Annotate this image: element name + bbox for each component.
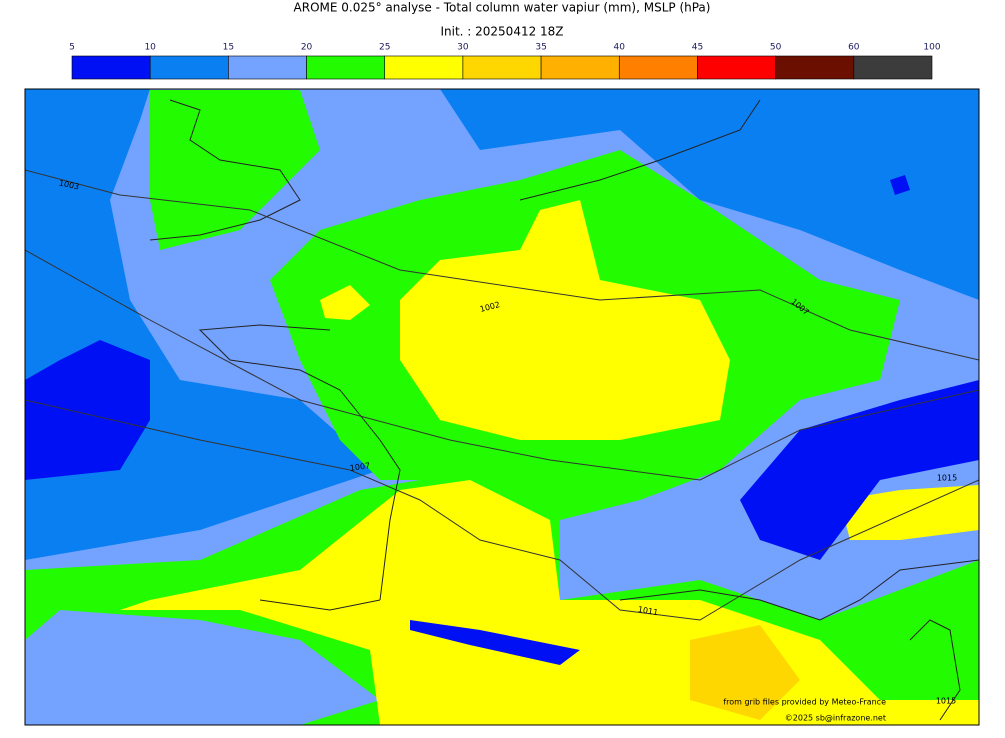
credit: ©2025 sb@infrazone.net xyxy=(785,714,886,723)
isobar-label: 1015 xyxy=(937,474,957,483)
isobar-label: 1007 xyxy=(349,461,370,473)
colorbar-cell xyxy=(71,55,151,80)
field-area xyxy=(150,90,320,250)
colorbar-tick-label: 15 xyxy=(223,43,234,53)
field-area xyxy=(890,175,910,195)
colorbar-cell xyxy=(618,55,698,80)
colorbar-tick-label: 20 xyxy=(301,43,313,53)
field-area xyxy=(690,625,800,720)
colorbar-cell xyxy=(384,55,464,80)
colorbar-tick-label: 10 xyxy=(144,43,156,53)
colorbar-cell xyxy=(228,55,307,80)
isobar-label: 1003 xyxy=(58,178,80,191)
colorbar: 5 10 15 20 25 30 35 40 45 50 60 100 xyxy=(69,43,941,80)
colorbar-cell xyxy=(540,55,620,80)
map-subtitle: Init. : 20250412 18Z xyxy=(440,25,563,39)
isobar xyxy=(25,169,979,361)
colorbar-tick-label: 30 xyxy=(457,43,469,53)
colorbar-tick-label: 5 xyxy=(69,43,75,53)
coastline xyxy=(149,99,979,721)
field-area xyxy=(25,340,150,480)
map-title: AROME 0.025° analyse - Total column wate… xyxy=(294,1,711,15)
colorbar-tick-label: 45 xyxy=(692,43,703,53)
colorbar-tick-label: 50 xyxy=(770,43,782,53)
isobar-label: 1015 xyxy=(936,697,956,706)
colorbar-tick-label: 35 xyxy=(535,43,546,53)
colorbar-cell xyxy=(462,55,542,80)
colorbar-cell xyxy=(149,55,229,80)
colorbar-tick-label: 100 xyxy=(923,43,940,53)
colorbar-cell xyxy=(775,55,855,80)
colorbar-cell xyxy=(306,55,386,80)
colorbar-tick-label: 40 xyxy=(614,43,626,53)
field-area xyxy=(400,200,730,440)
credit: from grib files provided by Meteo-France xyxy=(723,698,886,707)
colorbar-cell xyxy=(853,55,933,80)
colorbar-cell xyxy=(697,55,776,80)
field-area xyxy=(410,620,580,665)
isobar-label: 1011 xyxy=(637,605,659,617)
field-area xyxy=(320,285,370,320)
colorbar-tick-label: 60 xyxy=(848,43,860,53)
colorbar-tick-label: 25 xyxy=(379,43,390,53)
field-area xyxy=(740,380,979,560)
isobar xyxy=(25,249,979,481)
map: 1003 1002 1007 1007 1015 1011 1015 from … xyxy=(24,88,980,726)
map-frame xyxy=(24,88,980,726)
isobar xyxy=(25,399,979,621)
field-area xyxy=(25,610,380,725)
